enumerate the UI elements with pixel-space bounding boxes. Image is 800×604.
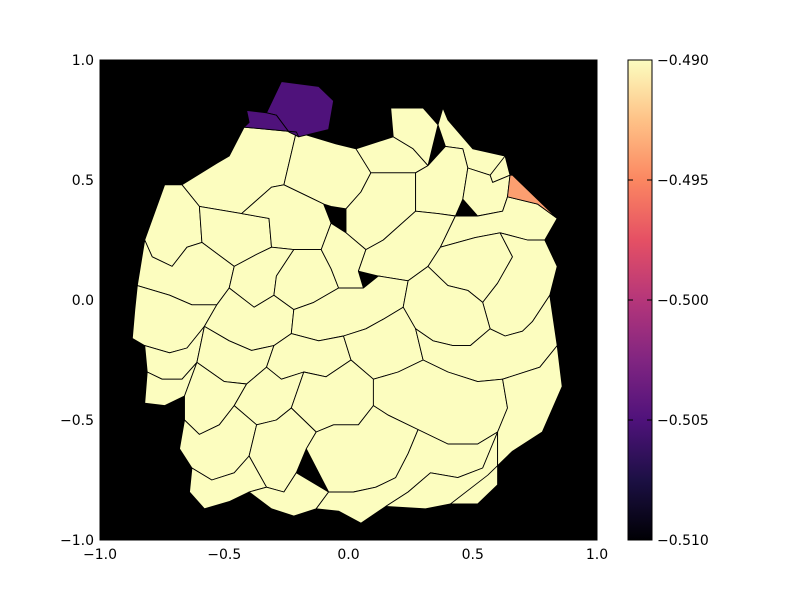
y-tick-label: 0.0 (72, 293, 94, 309)
y-tick-label: 0.5 (72, 173, 94, 189)
colorbar-tick-label: −0.495 (657, 173, 709, 189)
colorbar-tick-label: −0.510 (657, 533, 709, 549)
y-tick-label: −1.0 (60, 533, 94, 549)
x-tick-label: −1.0 (83, 547, 117, 563)
y-tick-label: 1.0 (72, 53, 94, 69)
colorbar-tick-label: −0.490 (657, 53, 709, 69)
voronoi-cell-37 (189, 455, 267, 510)
colorbar-tick-label: −0.500 (657, 293, 709, 309)
x-tick-label: −0.5 (207, 547, 241, 563)
y-tick-label: −0.5 (60, 413, 94, 429)
colorbar-tick-label: −0.505 (657, 413, 709, 429)
x-tick-label: 1.0 (586, 547, 608, 563)
voronoi-cell-43 (243, 109, 300, 138)
voronoi-cell-41 (449, 345, 563, 505)
voronoi-cell-44 (507, 174, 558, 219)
x-tick-label: 0.5 (462, 547, 484, 563)
x-tick-label: 0.0 (337, 547, 359, 563)
